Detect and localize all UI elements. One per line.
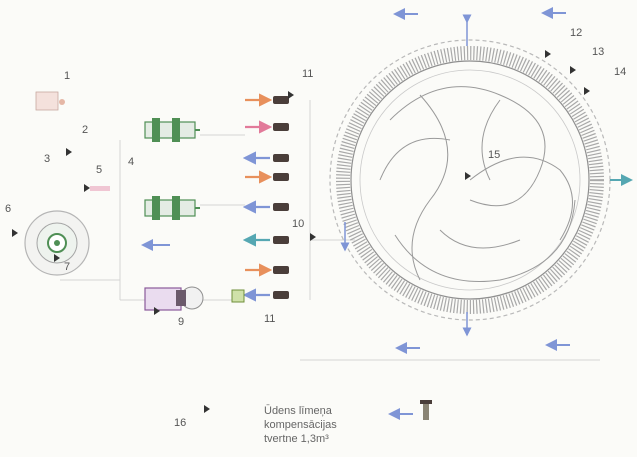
label-16: 16 <box>174 417 186 429</box>
number-labels: 1 2 3 4 5 6 7 9 10 11 11 12 13 14 15 16 <box>5 27 626 429</box>
valve-1 <box>273 96 289 104</box>
pointer-5 <box>84 184 90 192</box>
pointer-9 <box>154 307 160 315</box>
small-pump-near-11 <box>231 289 245 303</box>
blue-flow-arrows <box>141 7 570 420</box>
label-5: 5 <box>96 164 102 176</box>
label-6: 6 <box>5 203 11 215</box>
caption-line-3: tvertne 1,3m³ <box>264 433 329 445</box>
compensation-tank-valve <box>420 400 432 420</box>
pointer-13 <box>570 66 576 74</box>
label-11-top: 11 <box>302 68 313 80</box>
caption-line-1: Ūdens līmeņa <box>264 405 332 417</box>
component-5 <box>90 186 110 191</box>
component-6-boiler <box>24 210 90 276</box>
label-11-bottom: 11 <box>264 313 275 325</box>
pump-group-lower <box>144 286 204 311</box>
valve-6 <box>273 236 289 244</box>
pointer-12 <box>545 50 551 58</box>
pointer-6 <box>12 229 18 237</box>
pointer-2 <box>66 148 72 156</box>
tank-hatched-insulation <box>336 46 604 314</box>
label-15: 15 <box>488 149 500 161</box>
label-10: 10 <box>292 218 304 230</box>
valve-4 <box>273 173 289 181</box>
label-12: 12 <box>570 27 582 39</box>
pointer-11-top <box>288 91 294 99</box>
pointer-7 <box>54 254 60 262</box>
tank-inner-wall <box>350 60 590 300</box>
pointer-15 <box>465 172 471 180</box>
pointer-markers <box>12 50 590 413</box>
label-1: 1 <box>64 70 70 82</box>
pump-group-middle <box>144 196 200 220</box>
manifold-valves <box>273 96 289 299</box>
pump-group-upper <box>144 118 200 142</box>
valve-5 <box>273 203 289 211</box>
compensation-tank-caption: Ūdens līmeņa kompensācijas tvertne 1,3m³ <box>264 404 337 446</box>
manifold-arrows <box>242 93 273 302</box>
valve-7 <box>273 266 289 274</box>
tank-inner-coils <box>379 86 576 283</box>
label-4: 4 <box>128 156 134 168</box>
valve-8 <box>273 291 289 299</box>
label-13: 13 <box>592 46 604 58</box>
label-2: 2 <box>82 124 88 136</box>
caption-line-2: kompensācijas <box>264 419 337 431</box>
label-3: 3 <box>44 153 50 165</box>
valve-3 <box>273 154 289 162</box>
storage-tank <box>329 14 633 337</box>
pointer-14 <box>584 87 590 95</box>
tank-inner-ring-2 <box>359 69 581 291</box>
component-1 <box>35 91 65 111</box>
label-9: 9 <box>178 316 184 328</box>
pointer-16 <box>204 405 210 413</box>
pointer-10 <box>310 233 316 241</box>
valve-2 <box>273 123 289 131</box>
label-7: 7 <box>64 261 70 273</box>
pipe-lines <box>60 100 600 361</box>
label-14: 14 <box>614 66 626 78</box>
